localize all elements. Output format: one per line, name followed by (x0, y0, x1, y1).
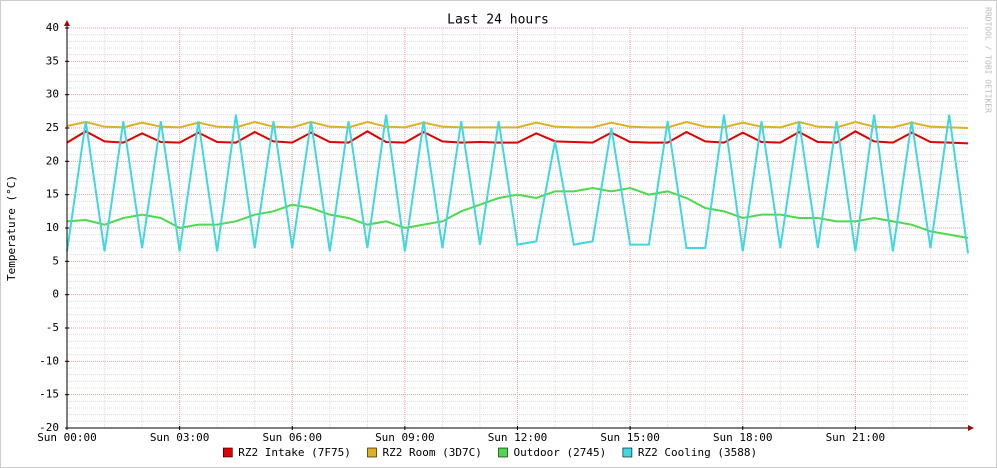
y-tick-label: -15 (39, 388, 59, 401)
marks (66, 114, 969, 254)
legend-label: RZ2 Room (3D7C) (383, 446, 482, 459)
y-tick-label: 40 (46, 21, 59, 34)
x-axis-arrow (968, 425, 974, 431)
y-tick-label: 20 (46, 154, 59, 167)
y-tick-label: -10 (39, 354, 59, 367)
y-tick-label: -20 (39, 421, 59, 434)
x-tick-label: Sun 03:00 (150, 431, 210, 444)
legend-label: RZ2 Intake (7F75) (238, 446, 351, 459)
legend-swatch (223, 447, 233, 458)
legend-swatch (498, 447, 508, 458)
y-tick-label: 0 (52, 288, 59, 301)
y-tick-label: 15 (46, 188, 59, 201)
legend-label: Outdoor (2745) (514, 446, 607, 459)
x-tick-label: Sun 00:00 (37, 431, 97, 444)
series-line (66, 120, 969, 129)
legend-swatch (622, 447, 633, 458)
legend-label: RZ2 Cooling (3588) (638, 446, 757, 459)
legend: RZ2 Intake (7F75) RZ2 Room (3D7C) Outdoor … (223, 446, 757, 459)
series-line (66, 186, 969, 239)
y-axis-arrow (64, 20, 70, 26)
watermark: RRDTOOL / TOBI OETIKER (984, 7, 993, 113)
x-tick-label: Sun 15:00 (600, 431, 660, 444)
x-tick-label: Sun 06:00 (262, 431, 322, 444)
y-tick-label: 35 (46, 54, 59, 67)
y-tick-label: 5 (52, 254, 59, 267)
y-axis-label: Temperature (°C) (5, 175, 18, 281)
x-tick-label: Sun 09:00 (375, 431, 435, 444)
series-line (66, 130, 969, 145)
y-tick-label: 30 (46, 88, 59, 101)
x-tick-label: Sun 21:00 (826, 431, 886, 444)
grid (66, 27, 968, 429)
chart-title: Last 24 hours (447, 13, 549, 28)
x-tick-label: Sun 12:00 (488, 431, 548, 444)
legend-swatch (367, 447, 377, 458)
y-tick-label: -5 (46, 321, 59, 334)
y-tick-label: 10 (46, 221, 59, 234)
x-tick-label: Sun 18:00 (713, 431, 773, 444)
axes: -20 -15 -10 -5 0 5 10 15 20 25 30 35 40 Sun 00:00 Sun … (37, 20, 974, 444)
y-tick-label: 25 (46, 121, 59, 134)
series-line (66, 114, 969, 254)
